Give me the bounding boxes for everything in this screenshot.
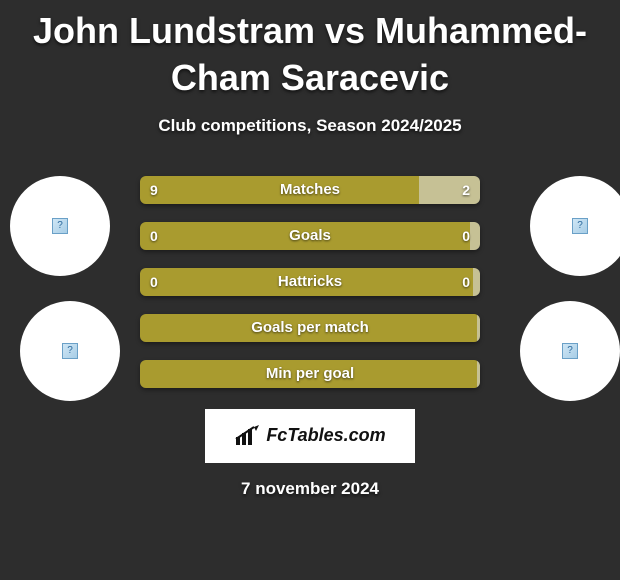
stat-bar: Matches92 bbox=[140, 176, 480, 204]
stat-bar: Min per goal bbox=[140, 360, 480, 388]
bar-segment-right bbox=[419, 176, 480, 204]
bar-segment-left bbox=[140, 314, 477, 342]
logo-text: FcTables.com bbox=[266, 425, 385, 446]
bar-segment-right bbox=[473, 268, 480, 296]
chart-icon bbox=[234, 425, 262, 447]
fctables-logo: FcTables.com bbox=[205, 409, 415, 463]
page-title: John Lundstram vs Muhammed-Cham Saracevi… bbox=[0, 8, 620, 102]
bar-value-right: 2 bbox=[462, 176, 470, 204]
subtitle: Club competitions, Season 2024/2025 bbox=[0, 116, 620, 136]
bar-segment-right bbox=[470, 222, 480, 250]
bar-segment-right bbox=[477, 314, 480, 342]
player-1-avatar: ? bbox=[10, 176, 110, 276]
bar-segment-right bbox=[477, 360, 480, 388]
team-2-logo: ? bbox=[520, 301, 620, 401]
image-placeholder-icon: ? bbox=[562, 343, 578, 359]
image-placeholder-icon: ? bbox=[62, 343, 78, 359]
comparison-card: John Lundstram vs Muhammed-Cham Saracevi… bbox=[0, 0, 620, 499]
image-placeholder-icon: ? bbox=[52, 218, 68, 234]
bar-segment-left bbox=[140, 222, 470, 250]
team-1-logo: ? bbox=[20, 301, 120, 401]
bar-value-left: 9 bbox=[150, 176, 158, 204]
bar-segment-left bbox=[140, 360, 477, 388]
bar-value-left: 0 bbox=[150, 268, 158, 296]
bar-value-right: 0 bbox=[462, 222, 470, 250]
bar-segment-left bbox=[140, 176, 419, 204]
stat-bars: Matches92Goals00Hattricks00Goals per mat… bbox=[140, 176, 480, 406]
player-2-avatar: ? bbox=[530, 176, 620, 276]
image-placeholder-icon: ? bbox=[572, 218, 588, 234]
bar-segment-left bbox=[140, 268, 473, 296]
stat-bar: Goals00 bbox=[140, 222, 480, 250]
stat-bar: Hattricks00 bbox=[140, 268, 480, 296]
bar-value-right: 0 bbox=[462, 268, 470, 296]
comparison-area: ? ? ? ? Matches92Goals00Hattricks00Goals… bbox=[0, 176, 620, 401]
date-label: 7 november 2024 bbox=[0, 479, 620, 499]
bar-value-left: 0 bbox=[150, 222, 158, 250]
stat-bar: Goals per match bbox=[140, 314, 480, 342]
